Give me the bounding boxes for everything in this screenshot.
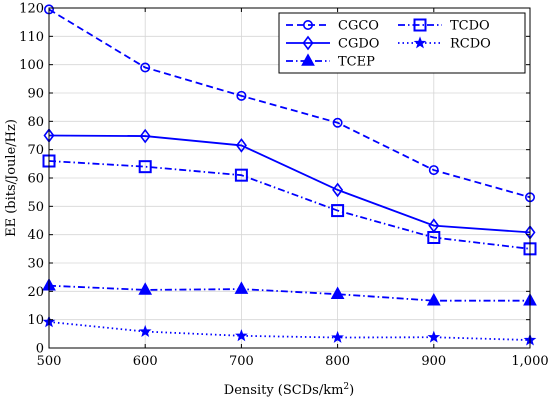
data-point-tcep (234, 281, 249, 294)
legend-marker (413, 36, 427, 49)
data-point-cgdo (332, 182, 344, 198)
series-rcdo (42, 315, 537, 346)
legend-marker (301, 53, 315, 66)
legend-item-cgco: CGCO (286, 19, 379, 34)
ticks (48, 7, 531, 349)
y-tick-label: 70 (27, 143, 44, 158)
x-tick-label: 800 (325, 354, 350, 369)
data-point-tcdo (138, 160, 152, 174)
data-point-cgco (428, 165, 439, 176)
y-tick-label: 20 (27, 285, 44, 300)
x-tick-label: 1,000 (511, 354, 548, 369)
data-point-tcep (426, 293, 441, 306)
data-point-cgdo (139, 128, 151, 144)
x-tick-label: 600 (133, 354, 158, 369)
data-point-cgco (140, 62, 151, 73)
data-point-rcdo (138, 324, 152, 337)
legend-label: TCDO (450, 19, 490, 34)
legend-item-tcdo: TCDO (398, 18, 490, 34)
data-point-cgdo (235, 138, 247, 153)
data-point-tcep (330, 286, 345, 299)
series-line-tcep (48, 284, 530, 302)
y-tick-label: 100 (19, 58, 44, 73)
y-tick-label: 40 (27, 228, 44, 243)
legend-marker (413, 18, 427, 32)
data-point-rcdo (235, 329, 248, 342)
data-point-rcdo (331, 330, 344, 343)
data-point-tcdo (234, 168, 248, 182)
legend-marker (302, 35, 314, 51)
legend-label: CGCO (338, 19, 379, 34)
series-line-rcdo (48, 321, 531, 341)
legend-label: RCDO (450, 37, 491, 52)
y-tick-label: 50 (27, 200, 44, 215)
legend-item-rcdo: RCDO (398, 36, 491, 52)
x-tick-label: 900 (421, 354, 446, 369)
data-point-tcdo (427, 231, 441, 244)
series-line-cgco (48, 8, 531, 199)
y-tick-label: 110 (19, 30, 44, 45)
x-tick-label: 700 (229, 354, 254, 369)
y-tick-label: 80 (27, 115, 44, 130)
legend: CGCO CGDO TCEP TCDO RCDO (278, 12, 526, 74)
y-tick-label: 30 (27, 257, 44, 272)
y-axis-label: EE (bits/Joule/Hz) (4, 119, 19, 237)
x-axis-label-superscript: 2 (343, 382, 349, 392)
legend-item-tcep: TCEP (286, 53, 375, 70)
legend-label: TCEP (338, 55, 375, 70)
x-tick-label: 500 (37, 354, 62, 369)
legend-label: CGDO (338, 37, 379, 52)
legend-item-cgdo: CGDO (286, 35, 379, 52)
data-point-tcep (138, 282, 153, 295)
series-tcep (42, 278, 537, 306)
data-point-cgco (236, 90, 247, 101)
y-tick-label: 90 (27, 87, 44, 102)
series-cgdo (43, 128, 536, 240)
y-tick-label: 10 (27, 313, 44, 328)
y-tick-label: 60 (27, 172, 44, 187)
legend-marker (302, 19, 313, 30)
y-tick-label: 120 (19, 2, 44, 17)
tick-labels: 500 600 700 800 900 1,000 0 10 20 30 40 50 60 70 80 90 1… (19, 2, 548, 370)
series-line-tcdo (48, 160, 531, 250)
y-tick-label: 0 (36, 342, 44, 357)
series-tcdo (42, 154, 537, 256)
x-axis-label: Density (SCDs/km2) (224, 382, 354, 398)
data-point-cgco (332, 117, 343, 128)
data-point-tcdo (331, 204, 345, 218)
data-point-rcdo (427, 330, 441, 343)
series-line-cgdo (48, 134, 531, 234)
